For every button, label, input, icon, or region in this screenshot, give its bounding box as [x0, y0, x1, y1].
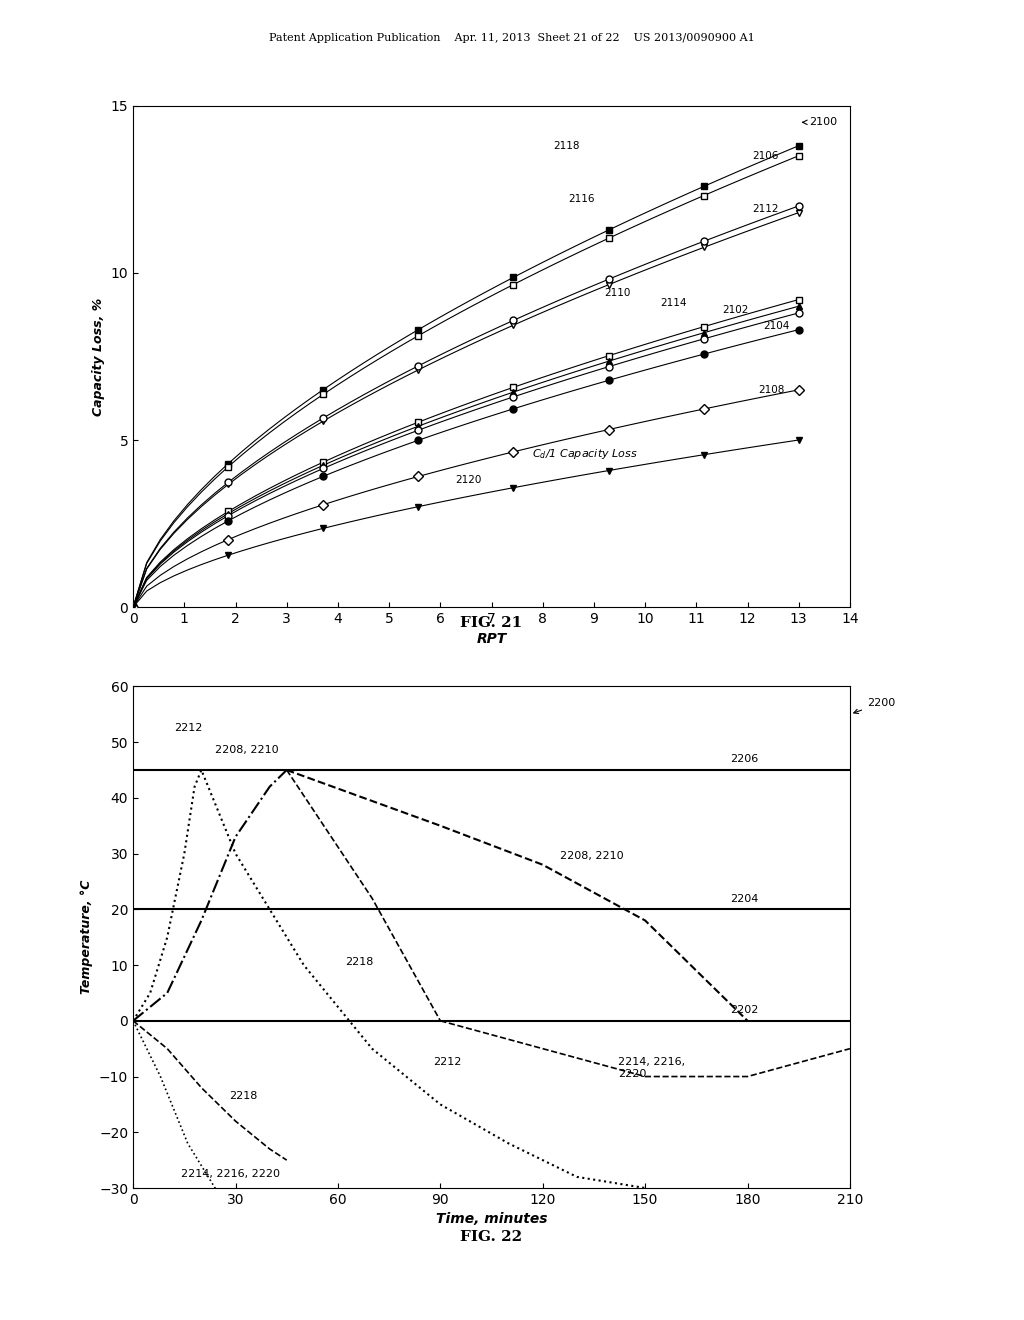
Y-axis label: Capacity Loss, %: Capacity Loss, % [92, 297, 105, 416]
Text: 2110: 2110 [604, 288, 631, 298]
Text: 2204: 2204 [730, 894, 759, 904]
Y-axis label: Temperature, °C: Temperature, °C [81, 880, 93, 994]
Text: Patent Application Publication    Apr. 11, 2013  Sheet 21 of 22    US 2013/00909: Patent Application Publication Apr. 11, … [269, 33, 755, 44]
Text: 2114: 2114 [660, 298, 687, 308]
Text: 2100: 2100 [803, 117, 837, 127]
Text: 2120: 2120 [456, 475, 482, 486]
Text: 2208, 2210: 2208, 2210 [560, 851, 624, 861]
Text: 2218: 2218 [345, 957, 373, 968]
Text: 2102: 2102 [722, 305, 749, 314]
Text: 2108: 2108 [758, 385, 784, 395]
Text: $C_d$/1 Capacity Loss: $C_d$/1 Capacity Loss [532, 446, 638, 461]
Text: 2218: 2218 [228, 1090, 257, 1101]
Text: 2202: 2202 [730, 1006, 759, 1015]
Text: 2106: 2106 [753, 150, 779, 161]
Text: 2214, 2216,
2220: 2214, 2216, 2220 [617, 1057, 685, 1078]
Text: 2104: 2104 [763, 321, 790, 331]
Text: 2212: 2212 [433, 1057, 462, 1068]
Text: FIG. 21: FIG. 21 [461, 616, 522, 630]
X-axis label: Time, minutes: Time, minutes [436, 1212, 547, 1226]
Text: FIG. 22: FIG. 22 [461, 1230, 522, 1243]
Text: 2208, 2210: 2208, 2210 [215, 746, 279, 755]
X-axis label: RPT: RPT [476, 631, 507, 645]
Text: 2206: 2206 [730, 755, 759, 764]
Text: 2200: 2200 [854, 698, 895, 714]
Text: 2112: 2112 [753, 205, 779, 214]
Text: 2118: 2118 [553, 141, 580, 150]
Text: 2212: 2212 [174, 723, 203, 733]
Text: 2214, 2216, 2220: 2214, 2216, 2220 [181, 1168, 280, 1179]
Text: 2116: 2116 [568, 194, 595, 205]
